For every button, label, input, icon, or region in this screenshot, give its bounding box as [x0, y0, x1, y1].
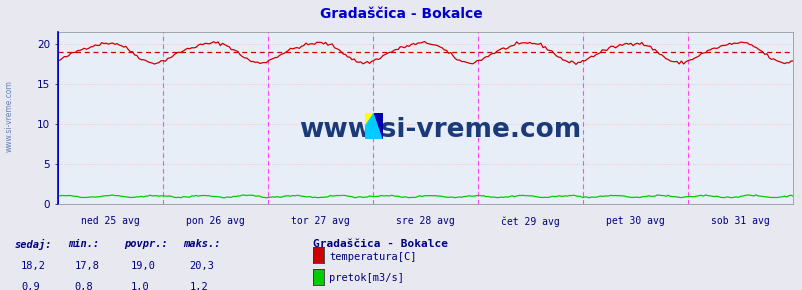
Text: pon 26 avg: pon 26 avg: [186, 216, 245, 226]
Text: maks.:: maks.:: [183, 239, 221, 249]
Text: www.si-vreme.com: www.si-vreme.com: [299, 117, 581, 143]
Text: pretok[m3/s]: pretok[m3/s]: [329, 273, 403, 283]
Text: 18,2: 18,2: [21, 261, 46, 271]
Text: 1,0: 1,0: [131, 282, 149, 290]
Text: Gradaščica - Bokalce: Gradaščica - Bokalce: [313, 239, 448, 249]
Text: 0,8: 0,8: [75, 282, 93, 290]
Text: 17,8: 17,8: [75, 261, 99, 271]
Polygon shape: [365, 113, 374, 126]
Text: 20,3: 20,3: [189, 261, 214, 271]
Text: Gradaščica - Bokalce: Gradaščica - Bokalce: [320, 7, 482, 21]
Text: ned 25 avg: ned 25 avg: [81, 216, 140, 226]
Text: sre 28 avg: sre 28 avg: [395, 216, 455, 226]
Text: min.:: min.:: [68, 239, 99, 249]
Polygon shape: [365, 113, 383, 139]
Text: 19,0: 19,0: [131, 261, 156, 271]
Text: čet 29 avg: čet 29 avg: [500, 216, 559, 226]
Text: sob 31 avg: sob 31 avg: [711, 216, 769, 226]
Text: temperatura[C]: temperatura[C]: [329, 252, 416, 262]
Text: 0,9: 0,9: [21, 282, 39, 290]
Text: povpr.:: povpr.:: [124, 239, 168, 249]
Polygon shape: [374, 113, 383, 139]
Text: 1,2: 1,2: [189, 282, 208, 290]
Text: www.si-vreme.com: www.si-vreme.com: [5, 80, 14, 152]
Text: tor 27 avg: tor 27 avg: [291, 216, 350, 226]
Text: sedaj:: sedaj:: [14, 239, 52, 250]
Text: pet 30 avg: pet 30 avg: [606, 216, 664, 226]
